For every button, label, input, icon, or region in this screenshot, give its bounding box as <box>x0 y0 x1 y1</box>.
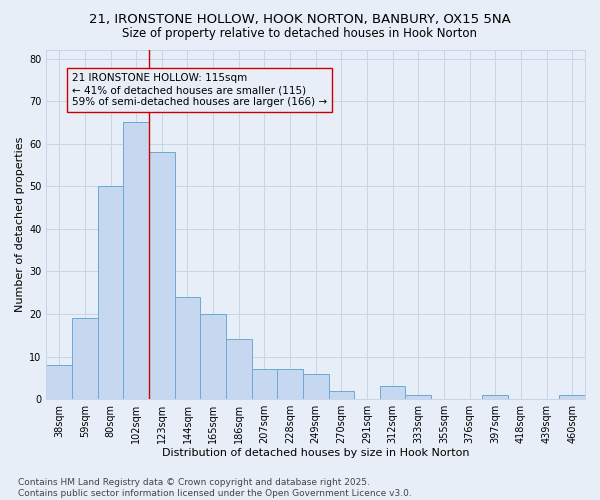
Bar <box>175 297 200 399</box>
Text: Contains HM Land Registry data © Crown copyright and database right 2025.
Contai: Contains HM Land Registry data © Crown c… <box>18 478 412 498</box>
Bar <box>72 318 98 399</box>
Text: 21 IRONSTONE HOLLOW: 115sqm
← 41% of detached houses are smaller (115)
59% of se: 21 IRONSTONE HOLLOW: 115sqm ← 41% of det… <box>72 74 327 106</box>
Bar <box>482 395 508 399</box>
Bar <box>124 122 149 399</box>
Bar <box>200 314 226 399</box>
Text: Size of property relative to detached houses in Hook Norton: Size of property relative to detached ho… <box>122 28 478 40</box>
Text: 21, IRONSTONE HOLLOW, HOOK NORTON, BANBURY, OX15 5NA: 21, IRONSTONE HOLLOW, HOOK NORTON, BANBU… <box>89 12 511 26</box>
Bar <box>149 152 175 399</box>
Bar <box>98 186 124 399</box>
Bar <box>303 374 329 399</box>
Bar <box>251 370 277 399</box>
Bar <box>406 395 431 399</box>
Bar <box>329 390 354 399</box>
Bar <box>380 386 406 399</box>
Bar <box>559 395 585 399</box>
X-axis label: Distribution of detached houses by size in Hook Norton: Distribution of detached houses by size … <box>162 448 469 458</box>
Bar <box>226 340 251 399</box>
Y-axis label: Number of detached properties: Number of detached properties <box>15 137 25 312</box>
Bar <box>46 365 72 399</box>
Bar <box>277 370 303 399</box>
